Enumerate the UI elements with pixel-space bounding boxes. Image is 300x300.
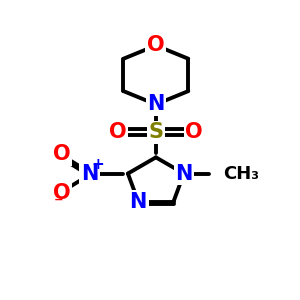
Text: N: N xyxy=(147,94,165,114)
Text: O: O xyxy=(185,122,203,142)
Text: +: + xyxy=(92,157,104,172)
Text: O: O xyxy=(53,144,70,164)
Text: O: O xyxy=(147,35,165,56)
Text: N: N xyxy=(81,164,98,184)
Text: CH₃: CH₃ xyxy=(224,165,260,183)
Text: N: N xyxy=(130,191,147,212)
Text: O: O xyxy=(53,183,70,203)
Text: N: N xyxy=(175,164,193,184)
Text: S: S xyxy=(148,122,164,142)
Text: O: O xyxy=(109,122,126,142)
Text: ⁻: ⁻ xyxy=(54,195,64,213)
